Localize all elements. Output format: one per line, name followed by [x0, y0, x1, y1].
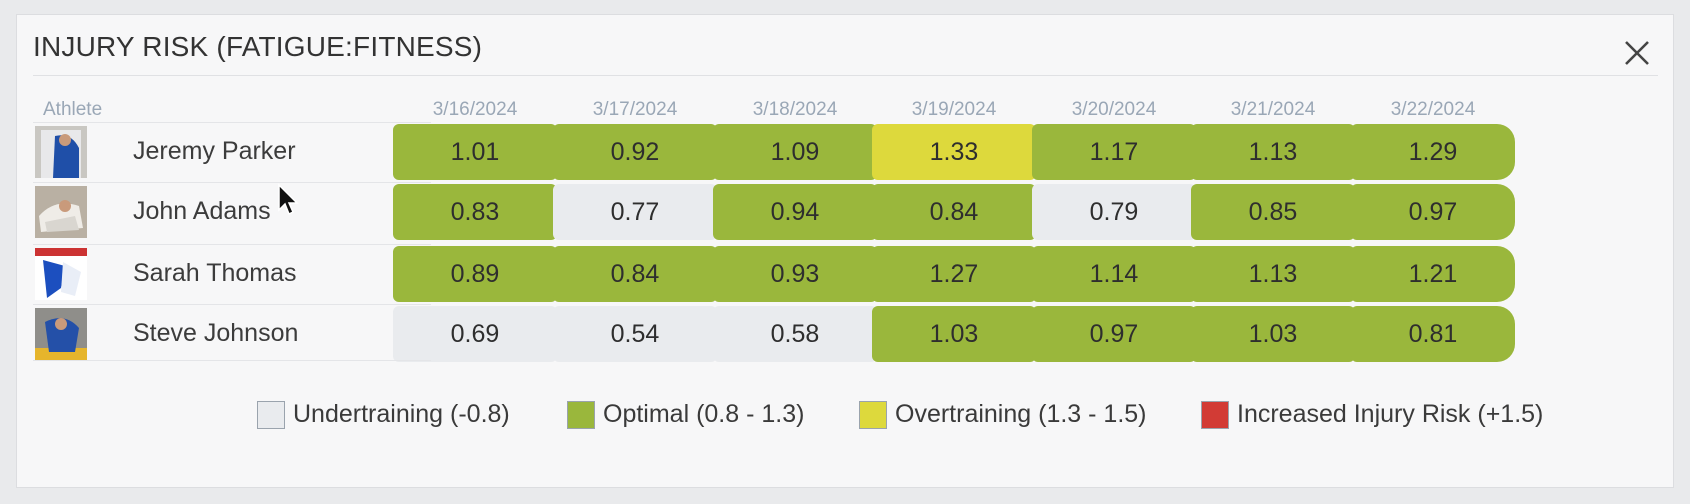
risk-value-cell[interactable]: 0.54 [553, 306, 717, 362]
risk-value-cell[interactable]: 0.84 [553, 246, 717, 302]
legend-item-optimal: Optimal (0.8 - 1.3) [567, 400, 804, 429]
mouse-cursor-icon [278, 183, 299, 216]
column-header-date: 3/18/2024 [752, 99, 838, 120]
close-icon[interactable] [1617, 33, 1657, 73]
risk-value-cell[interactable]: 0.81 [1351, 306, 1515, 362]
athlete-avatar [35, 126, 87, 178]
athlete-avatar [35, 308, 87, 360]
legend-item-overtraining: Overtraining (1.3 - 1.5) [859, 400, 1147, 429]
risk-value-cell[interactable]: 1.03 [1191, 306, 1355, 362]
row-divider [33, 304, 431, 305]
risk-value-cell[interactable]: 0.97 [1351, 184, 1515, 240]
risk-value-cell[interactable]: 0.58 [713, 306, 877, 362]
legend-label: Undertraining (-0.8) [293, 400, 510, 428]
row-divider [33, 122, 431, 123]
risk-value-cell[interactable]: 0.85 [1191, 184, 1355, 240]
column-header-date: 3/22/2024 [1390, 99, 1476, 120]
risk-value-cell[interactable]: 1.03 [872, 306, 1036, 362]
athlete-name[interactable]: Steve Johnson [133, 319, 299, 347]
column-header-date: 3/21/2024 [1230, 99, 1316, 120]
risk-value-cell[interactable]: 1.14 [1032, 246, 1196, 302]
risk-value-cell[interactable]: 1.29 [1351, 124, 1515, 180]
legend-swatch [1201, 400, 1229, 429]
legend-item-injury: Increased Injury Risk (+1.5) [1201, 400, 1543, 429]
legend-label: Optimal (0.8 - 1.3) [603, 400, 805, 428]
risk-value-cell[interactable]: 0.77 [553, 184, 717, 240]
risk-value-cell[interactable]: 1.21 [1351, 246, 1515, 302]
risk-value-cell[interactable]: 0.69 [393, 306, 557, 362]
risk-value-cell[interactable]: 0.97 [1032, 306, 1196, 362]
risk-value-cell[interactable]: 1.33 [872, 124, 1036, 180]
risk-value-cell[interactable]: 1.17 [1032, 124, 1196, 180]
athlete-name[interactable]: Jeremy Parker [133, 137, 296, 165]
legend-label: Overtraining (1.3 - 1.5) [895, 400, 1147, 428]
legend-swatch [257, 400, 285, 429]
risk-value-cell[interactable]: 0.79 [1032, 184, 1196, 240]
row-divider [33, 244, 431, 245]
risk-value-cell[interactable]: 0.84 [872, 184, 1036, 240]
risk-value-cell[interactable]: 0.92 [553, 124, 717, 180]
legend-item-undertraining: Undertraining (-0.8) [257, 400, 510, 429]
title-divider [33, 75, 1658, 76]
risk-value-cell[interactable]: 0.93 [713, 246, 877, 302]
panel-title: INJURY RISK (FATIGUE:FITNESS) [33, 31, 483, 62]
risk-value-cell[interactable]: 1.09 [713, 124, 877, 180]
row-divider [33, 182, 431, 183]
athlete-avatar [35, 186, 87, 238]
injury-risk-panel: INJURY RISK (FATIGUE:FITNESS) Athlete 3/… [16, 14, 1674, 488]
legend-swatch [859, 400, 887, 429]
risk-value-cell[interactable]: 0.83 [393, 184, 557, 240]
column-header-date: 3/20/2024 [1071, 99, 1157, 120]
risk-value-cell[interactable]: 1.27 [872, 246, 1036, 302]
column-header-date: 3/19/2024 [911, 99, 997, 120]
risk-value-cell[interactable]: 1.13 [1191, 246, 1355, 302]
column-header-date: 3/16/2024 [432, 99, 518, 120]
athlete-avatar [35, 248, 87, 300]
column-header-date: 3/17/2024 [592, 99, 678, 120]
legend-label: Increased Injury Risk (+1.5) [1237, 400, 1544, 428]
athlete-name[interactable]: Sarah Thomas [133, 259, 297, 287]
legend-swatch [567, 400, 595, 429]
column-header-athlete: Athlete [43, 99, 103, 120]
row-divider [33, 360, 431, 361]
athlete-name[interactable]: John Adams [133, 197, 271, 225]
risk-value-cell[interactable]: 0.89 [393, 246, 557, 302]
risk-value-cell[interactable]: 0.94 [713, 184, 877, 240]
risk-value-cell[interactable]: 1.01 [393, 124, 557, 180]
risk-value-cell[interactable]: 1.13 [1191, 124, 1355, 180]
